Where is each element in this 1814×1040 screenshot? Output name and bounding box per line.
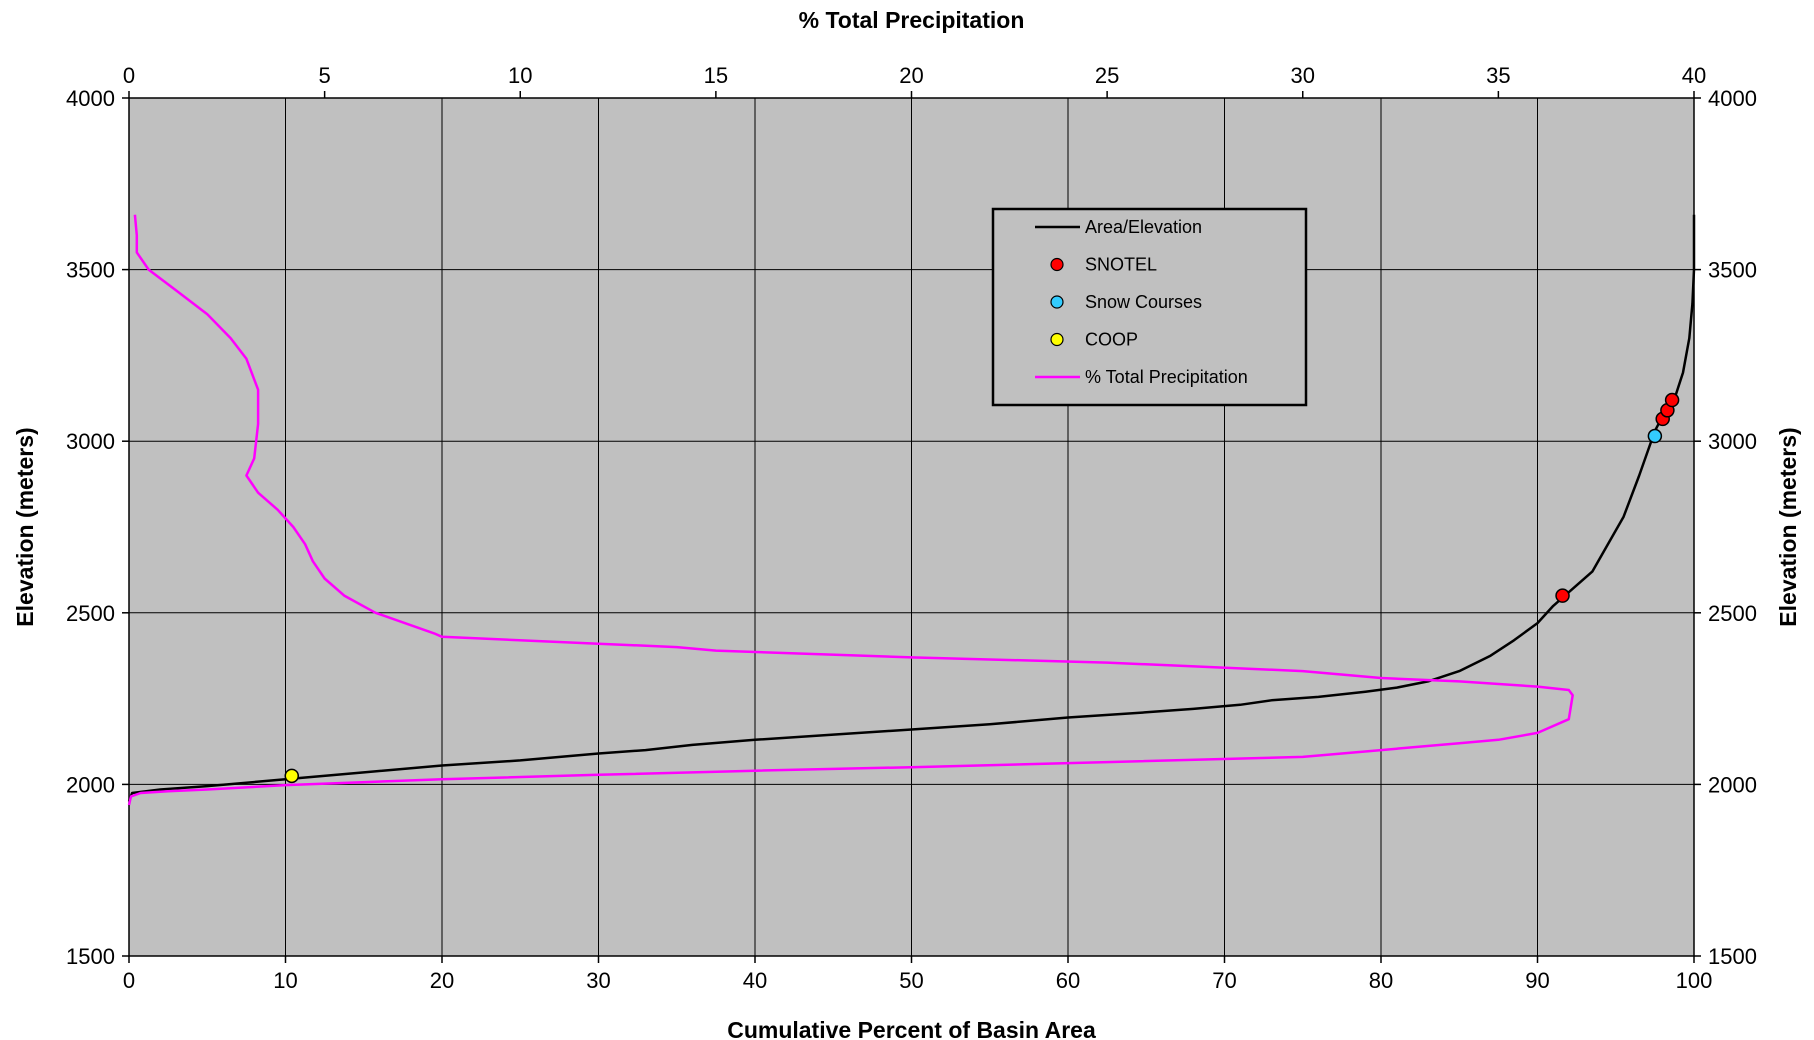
legend: Area/Elevation SNOTEL Snow Courses COOP % To… xyxy=(991,207,1308,407)
legend-coop-label: COOP xyxy=(1085,330,1138,350)
x-bottom-tick-label: 80 xyxy=(1369,968,1393,993)
axes: 0 10 20 30 40 50 60 70 80 90 100150020002500300035… xyxy=(66,63,1757,993)
legend-snow-courses-label: Snow Courses xyxy=(1085,292,1202,312)
y-left-tick-label: 2000 xyxy=(66,772,115,797)
y-right-tick-label: 4000 xyxy=(1708,86,1757,111)
y-right-tick-label: 1500 xyxy=(1708,944,1757,969)
x-bottom-tick-label: 50 xyxy=(899,968,923,993)
y-axis-title-left: Elevation (meters) xyxy=(12,427,38,626)
y-left-tick-label: 3500 xyxy=(66,258,115,283)
x-axis-title-top: % Total Precipitation xyxy=(799,7,1025,33)
x-top-tick-label: 5 xyxy=(319,63,331,88)
snotel-marker xyxy=(1555,588,1570,603)
snotel-marker xyxy=(1664,392,1680,408)
y-left-tick-label: 2500 xyxy=(66,601,115,626)
y-right-tick-label: 2500 xyxy=(1708,601,1757,626)
y-right-tick-label: 3500 xyxy=(1708,258,1757,283)
x-bottom-tick-label: 10 xyxy=(273,968,297,993)
total-precipitation-line xyxy=(127,214,1574,806)
x-top-tick-label: 0 xyxy=(123,63,135,88)
x-top-tick-label: 40 xyxy=(1682,63,1706,88)
legend-box xyxy=(991,207,1308,407)
coop-marker xyxy=(284,768,300,784)
series-lines xyxy=(127,214,1696,806)
x-top-tick-label: 10 xyxy=(508,63,532,88)
x-top-tick-label: 25 xyxy=(1095,63,1119,88)
legend-snotel-swatch xyxy=(1050,257,1064,272)
legend-snotel-label: SNOTEL xyxy=(1085,255,1157,275)
x-axis-title-bottom: Cumulative Percent of Basin Area xyxy=(727,1017,1096,1040)
y-left-tick-label: 1500 xyxy=(66,944,115,969)
legend-total-precipitation-label: % Total Precipitation xyxy=(1085,367,1248,387)
x-bottom-tick-label: 60 xyxy=(1056,968,1080,993)
x-bottom-tick-label: 20 xyxy=(430,968,454,993)
x-bottom-tick-label: 40 xyxy=(743,968,767,993)
grid-lines xyxy=(128,97,1695,957)
legend-snow-courses-swatch xyxy=(1050,295,1064,309)
x-bottom-tick-label: 0 xyxy=(123,968,135,993)
y-left-tick-label: 3000 xyxy=(66,429,115,454)
area-elevation-line xyxy=(127,214,1696,803)
y-axis-title-right: Elevation (meters) xyxy=(1775,427,1801,626)
x-top-tick-label: 35 xyxy=(1486,63,1510,88)
x-top-tick-label: 15 xyxy=(704,63,728,88)
y-right-tick-label: 2000 xyxy=(1708,772,1757,797)
y-left-tick-label: 4000 xyxy=(66,86,115,111)
x-top-tick-label: 20 xyxy=(899,63,923,88)
y-right-tick-label: 3000 xyxy=(1708,429,1757,454)
legend-area-elevation-label: Area/Elevation xyxy=(1085,217,1202,237)
x-bottom-tick-label: 30 xyxy=(586,968,610,993)
legend-items: Area/Elevation SNOTEL Snow Courses COOP % To… xyxy=(1035,217,1248,387)
x-bottom-tick-label: 70 xyxy=(1212,968,1236,993)
legend-coop-swatch xyxy=(1050,332,1064,347)
markers xyxy=(284,392,1680,784)
snow-courses-marker xyxy=(1647,428,1663,444)
x-top-tick-label: 30 xyxy=(1291,63,1315,88)
x-bottom-tick-label: 90 xyxy=(1525,968,1549,993)
x-bottom-tick-label: 100 xyxy=(1676,968,1713,993)
